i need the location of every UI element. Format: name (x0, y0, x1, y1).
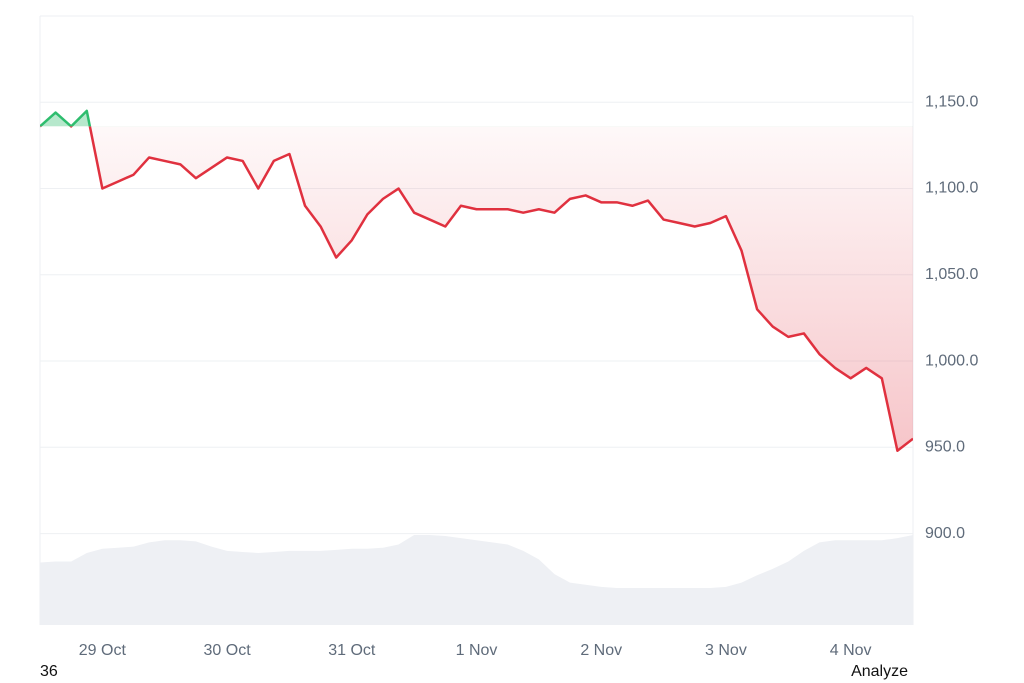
y-tick-label: 1,050.0 (925, 266, 978, 283)
y-tick-label: 1,000.0 (925, 352, 978, 369)
volume-area (40, 535, 913, 625)
x-tick-label: 2 Nov (580, 642, 622, 659)
x-tick-label: 31 Oct (328, 642, 376, 659)
footer-right[interactable]: Analyze (851, 663, 908, 680)
x-tick-label: 30 Oct (204, 642, 252, 659)
x-tick-label: 1 Nov (456, 642, 498, 659)
price-line-down (40, 126, 913, 453)
y-tick-label: 1,150.0 (925, 93, 978, 110)
y-tick-label: 900.0 (925, 525, 965, 542)
x-tick-label: 3 Nov (705, 642, 747, 659)
y-tick-label: 950.0 (925, 439, 965, 456)
loss-area (40, 126, 913, 451)
x-tick-label: 4 Nov (830, 642, 872, 659)
footer-left: 36 (40, 663, 58, 680)
y-tick-label: 1,100.0 (925, 180, 978, 197)
gain-area (40, 110, 90, 127)
x-tick-label: 29 Oct (79, 642, 127, 659)
